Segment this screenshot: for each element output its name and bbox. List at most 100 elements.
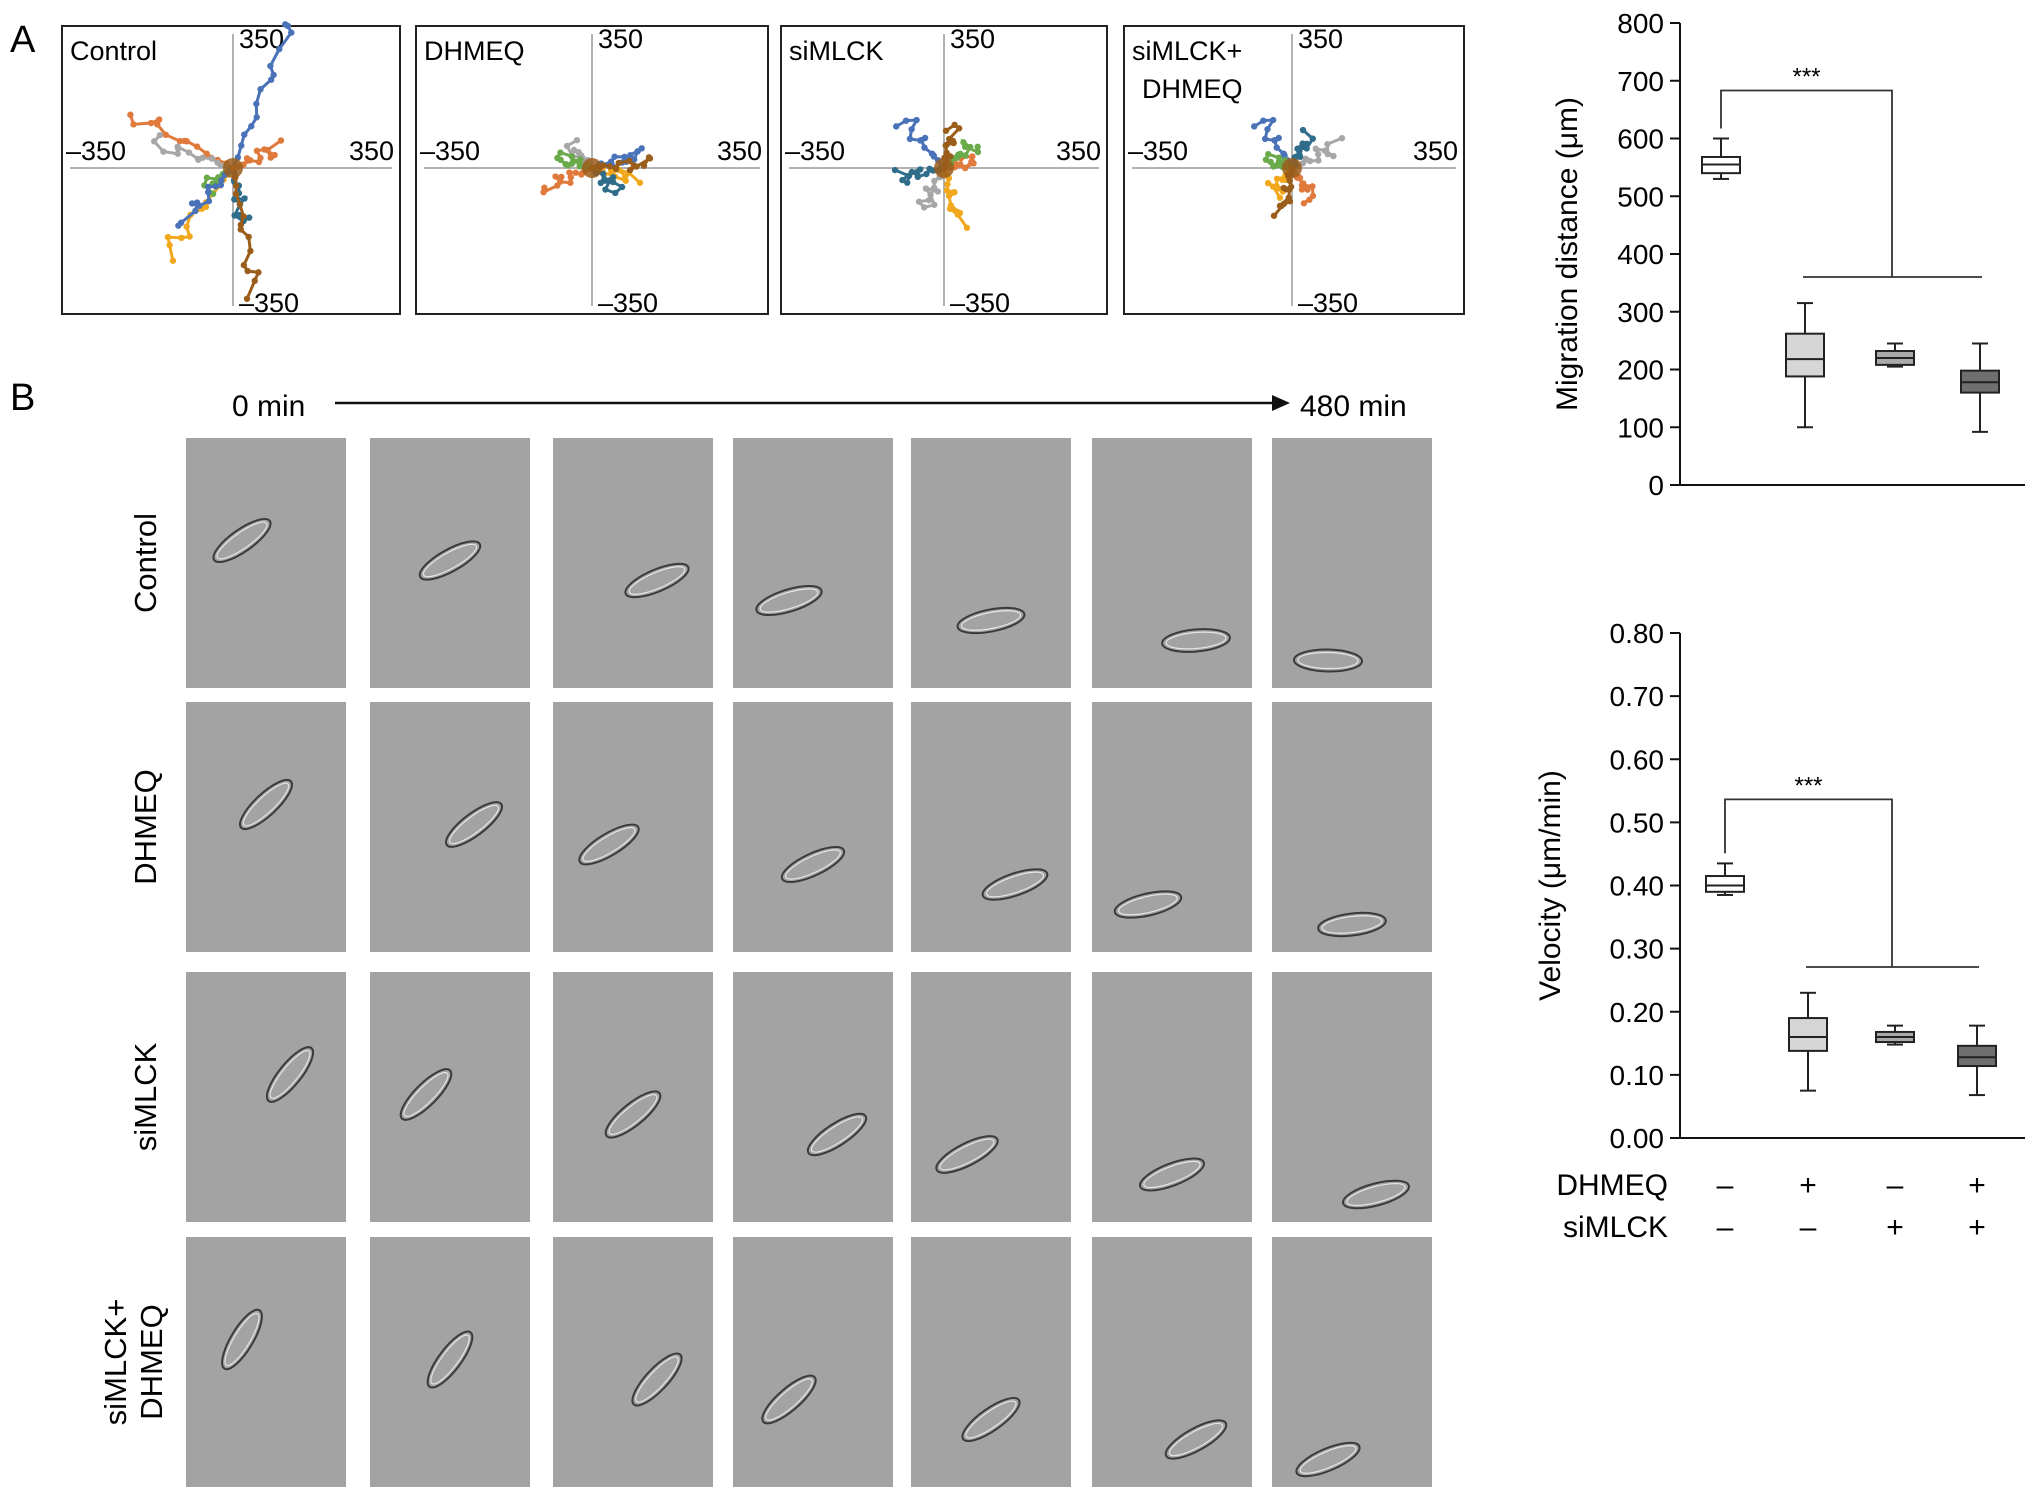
track-point <box>1300 200 1308 207</box>
box <box>1957 1044 1997 1068</box>
frame-background <box>911 1237 1071 1487</box>
track-point <box>185 149 193 156</box>
frame-background <box>733 1237 893 1487</box>
cell-outline <box>239 778 293 831</box>
y-tick-label: 0.60 <box>1610 744 1665 775</box>
tick-right: 350 <box>1056 136 1101 166</box>
y-tick-label: 0 <box>1648 470 1664 501</box>
track-point <box>1324 140 1331 148</box>
frame-background <box>911 972 1071 1222</box>
track-point <box>1269 183 1277 190</box>
row-label: DHMEQ <box>128 769 163 884</box>
cell-outline <box>806 1112 868 1157</box>
significance-stars: *** <box>1794 772 1822 799</box>
microscopy-frame <box>733 1237 893 1487</box>
track-point <box>245 233 252 241</box>
track-point <box>601 177 609 184</box>
cell-outline <box>221 1308 263 1371</box>
track-point <box>645 154 653 161</box>
tick-right: 350 <box>717 136 762 166</box>
track-point <box>156 131 164 139</box>
y-tick-label: 800 <box>1617 8 1664 39</box>
track-point <box>891 166 899 174</box>
frame-background <box>553 438 713 688</box>
track-point <box>626 166 634 174</box>
track-point <box>1338 134 1346 142</box>
frame-background <box>370 972 530 1222</box>
track-point <box>916 166 924 173</box>
microscopy-frame <box>911 702 1071 952</box>
track-point <box>904 179 911 186</box>
track-point <box>267 154 274 161</box>
microscopy-frame <box>911 972 1071 1222</box>
track-point <box>915 198 923 205</box>
track-point <box>967 143 974 151</box>
track-point <box>558 173 565 181</box>
track-point <box>147 119 155 127</box>
microscopy-frame <box>186 1237 346 1487</box>
microscopy-frame <box>1092 702 1252 952</box>
box-group <box>1875 342 1915 368</box>
cell-outline <box>1342 1179 1410 1210</box>
microscopy-frame <box>1272 1237 1432 1487</box>
track-point <box>578 171 585 178</box>
condition-name: DHMEQ <box>1556 1169 1668 1202</box>
frame-background <box>370 1237 530 1487</box>
track-point <box>175 222 182 229</box>
track-point <box>943 187 951 194</box>
row-label: Control <box>128 513 163 613</box>
track-point <box>943 141 950 149</box>
microscopy-frame <box>370 438 530 688</box>
track-point <box>1271 162 1279 170</box>
tick-top: 350 <box>950 24 995 54</box>
track-point <box>567 179 574 186</box>
tick-bottom: –350 <box>1298 288 1358 318</box>
cell-halo <box>960 610 1022 631</box>
track-point <box>1270 212 1278 219</box>
microscopy-frame <box>911 438 1071 688</box>
row-labels: Control DHMEQ siMLCK siMLCK+DHMEQ <box>98 513 169 1425</box>
track-point <box>268 76 275 83</box>
condition-value: + <box>1799 1169 1817 1202</box>
track-point <box>957 161 964 169</box>
box-group <box>1785 302 1825 429</box>
track-point <box>631 156 638 163</box>
cell-halo <box>635 1356 679 1403</box>
track-point <box>575 148 582 156</box>
track-point <box>205 197 213 205</box>
row-label: siMLCK <box>128 1042 163 1151</box>
track-point <box>183 223 190 230</box>
track-point <box>1273 144 1280 151</box>
cell-outline <box>445 801 503 848</box>
track-point <box>577 156 584 163</box>
track-plot-frame <box>780 25 1108 315</box>
track-point <box>240 213 247 220</box>
microscopy-frame <box>733 702 893 952</box>
track-plot-title: Control <box>70 36 157 66</box>
condition-value: + <box>1968 1169 1986 1202</box>
frame-background <box>1092 1237 1252 1487</box>
track-point <box>572 169 579 176</box>
frame-background <box>911 438 1071 688</box>
track-point <box>554 182 561 189</box>
track-point <box>931 201 938 208</box>
microscopy-frame <box>733 972 893 1222</box>
track-point <box>567 174 575 181</box>
track-point <box>174 145 182 152</box>
cell-halo <box>1168 1422 1224 1457</box>
track-point <box>626 157 633 165</box>
track-point <box>248 123 255 130</box>
track-point <box>968 158 975 165</box>
track-point <box>282 21 289 28</box>
track-point <box>232 182 240 189</box>
track-point <box>606 163 613 170</box>
cell-halo <box>1321 915 1383 934</box>
tick-left: –350 <box>1128 136 1188 166</box>
cell-halo <box>765 1378 813 1421</box>
condition-value: + <box>1968 1211 1986 1244</box>
track-point <box>150 138 158 145</box>
microscopy-frame <box>1092 1237 1252 1487</box>
image-frames <box>186 438 1432 1487</box>
track-point <box>169 257 177 264</box>
